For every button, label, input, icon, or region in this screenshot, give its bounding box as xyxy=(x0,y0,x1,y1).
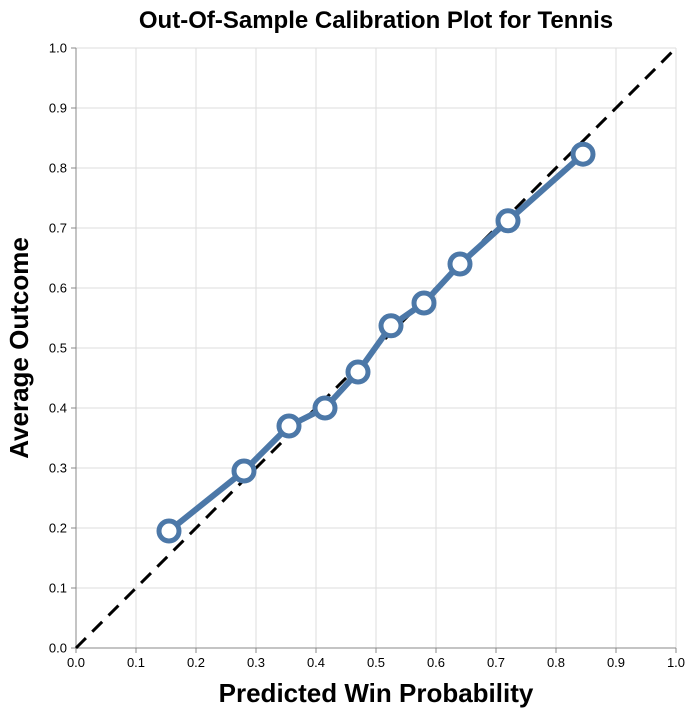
y-tick-label: 0.7 xyxy=(49,221,67,236)
calibration-point xyxy=(156,518,182,544)
x-tick-label: 0.2 xyxy=(187,655,205,670)
x-axis-label: Predicted Win Probability xyxy=(219,678,534,708)
x-tick-label: 0.5 xyxy=(367,655,385,670)
x-tick-label: 0.6 xyxy=(427,655,445,670)
axes: 0.0 0.1 0.2 0.3 0.4 0.5 0.6 0.7 0.8 0.9 1.0 0.0 0.1 0… xyxy=(49,41,685,671)
y-tick-label: 0.6 xyxy=(49,281,67,296)
calibration-point xyxy=(378,313,404,339)
y-tick-label: 0.8 xyxy=(49,161,67,176)
chart-title: Out-Of-Sample Calibration Plot for Tenni… xyxy=(139,7,613,34)
calibration-point xyxy=(345,359,371,385)
y-tick-label: 1.0 xyxy=(49,41,67,56)
calibration-point xyxy=(570,141,596,167)
x-tick-label: 0.0 xyxy=(67,655,85,670)
y-tick-label: 0.9 xyxy=(49,101,67,116)
calibration-series xyxy=(156,141,596,544)
x-tick-label: 0.7 xyxy=(487,655,505,670)
x-tick-label: 0.3 xyxy=(247,655,265,670)
calibration-point xyxy=(447,251,473,277)
y-tick-label: 0.4 xyxy=(49,401,67,416)
x-tick-label: 0.1 xyxy=(127,655,145,670)
calibration-point xyxy=(495,208,521,234)
x-tick-label: 1.0 xyxy=(667,655,685,670)
x-tick-label: 0.8 xyxy=(547,655,565,670)
y-tick-label: 0.1 xyxy=(49,581,67,596)
calibration-line xyxy=(166,151,586,534)
x-tick-label: 0.9 xyxy=(607,655,625,670)
x-tick-label: 0.4 xyxy=(307,655,325,670)
y-tick-label: 0.2 xyxy=(49,521,67,536)
calibration-point xyxy=(312,395,338,421)
calibration-point xyxy=(231,458,257,484)
y-axis-label: Average Outcome xyxy=(4,237,34,459)
y-tick-label: 0.0 xyxy=(49,641,67,656)
y-tick-label: 0.5 xyxy=(49,341,67,356)
calibration-point xyxy=(276,413,302,439)
calibration-point xyxy=(411,290,437,316)
y-tick-label: 0.3 xyxy=(49,461,67,476)
